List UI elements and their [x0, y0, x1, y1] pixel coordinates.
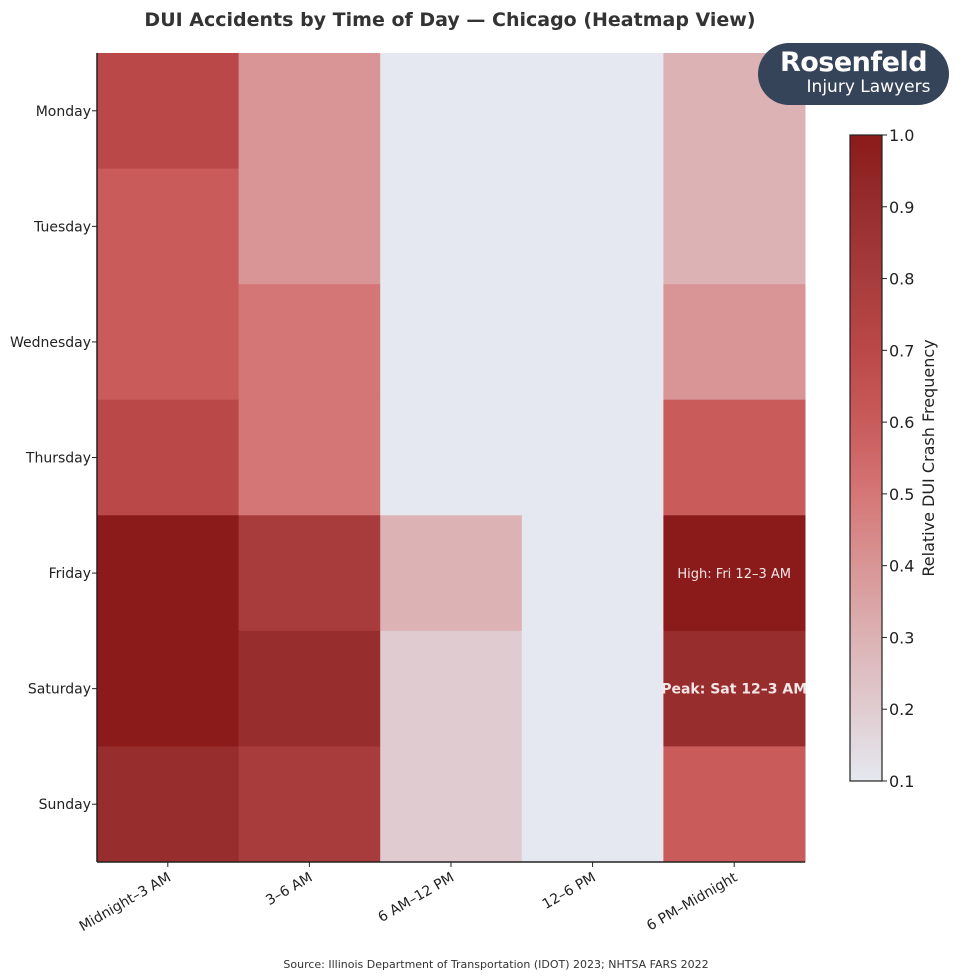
heatmap-cell: [521, 630, 664, 747]
heatmap-cell: [663, 630, 806, 747]
heatmap-cell: [97, 746, 240, 863]
heatmap-cell: [380, 53, 523, 170]
y-tick-label: Sunday: [39, 797, 91, 813]
heatmap-cell: [663, 515, 806, 632]
heatmap-cell: [380, 515, 523, 632]
logo-line2: Injury Lawyers: [806, 77, 931, 97]
heatmap-cell: [380, 399, 523, 516]
heatmap-cell: [380, 630, 523, 747]
colorbar-tick-label: 0.8: [889, 270, 914, 289]
heatmap-cell: [663, 399, 806, 516]
y-tick-label: Tuesday: [33, 219, 91, 235]
heatmap-cell: [97, 515, 240, 632]
colorbar-tick-label: 0.7: [889, 341, 914, 360]
rosenfeld-logo: Rosenfeld Injury Lawyers: [758, 43, 949, 105]
heatmap-cell: [521, 53, 664, 170]
source-note: Source: Illinois Department of Transport…: [283, 958, 708, 971]
heatmap-cell: [521, 284, 664, 401]
y-tick-label: Saturday: [28, 682, 91, 698]
heatmap-cell: [97, 630, 240, 747]
logo-line1: Rosenfeld: [779, 47, 928, 78]
x-tick-label: 6 PM–Midnight: [644, 869, 741, 934]
y-tick-label: Wednesday: [10, 335, 91, 351]
heatmap-cell: [97, 53, 240, 170]
heatmap-cell: [238, 284, 381, 401]
heatmap-cell: [238, 53, 381, 170]
x-tick-label: Midnight–3 AM: [77, 870, 174, 935]
heatmap-cell: [521, 168, 664, 285]
colorbar-tick-label: 0.5: [889, 485, 914, 504]
y-tick-label: Friday: [49, 566, 91, 582]
heatmap-cell: [97, 168, 240, 285]
colorbar-tick-label: 0.2: [889, 700, 914, 719]
colorbar-tick-label: 1.0: [889, 126, 914, 145]
heatmap-cell: [97, 284, 240, 401]
heatmap-cell: [663, 284, 806, 401]
heatmap-cell: [238, 515, 381, 632]
heatmap-cell: [521, 515, 664, 632]
x-tick-label: 3–6 AM: [263, 870, 315, 909]
heatmap-cell: [97, 399, 240, 516]
y-tick-label: Monday: [36, 104, 91, 120]
annotation: Peak: Sat 12–3 AM: [661, 682, 807, 698]
heatmap-cell: [380, 284, 523, 401]
annotation: High: Fri 12–3 AM: [677, 567, 791, 582]
heatmap-cell: [238, 746, 381, 863]
chart-title: DUI Accidents by Time of Day — Chicago (…: [144, 9, 755, 31]
colorbar: [849, 134, 883, 782]
heatmap-cell: [521, 399, 664, 516]
colorbar-tick-label: 0.4: [889, 557, 914, 576]
heatmap-cell: [238, 168, 381, 285]
y-tick-label: Thursday: [25, 451, 91, 467]
colorbar-label: Relative DUI Crash Frequency: [919, 339, 938, 576]
heatmap-cell: [663, 168, 806, 285]
heatmap-cell: [663, 746, 806, 863]
heatmap-cell: [521, 746, 664, 863]
x-tick-label: 6 AM–12 PM: [376, 870, 457, 926]
heatmap-cell: [380, 168, 523, 285]
colorbar-tick-label: 0.9: [889, 198, 914, 217]
colorbar-tick-label: 0.3: [889, 628, 914, 647]
colorbar-tick-label: 0.6: [889, 413, 914, 432]
heatmap-cell: [238, 630, 381, 747]
x-tick-label: 12–6 PM: [540, 870, 599, 913]
heatmap-cell: [380, 746, 523, 863]
colorbar-tick-label: 0.1: [889, 772, 914, 791]
heatmap-cell: [238, 399, 381, 516]
